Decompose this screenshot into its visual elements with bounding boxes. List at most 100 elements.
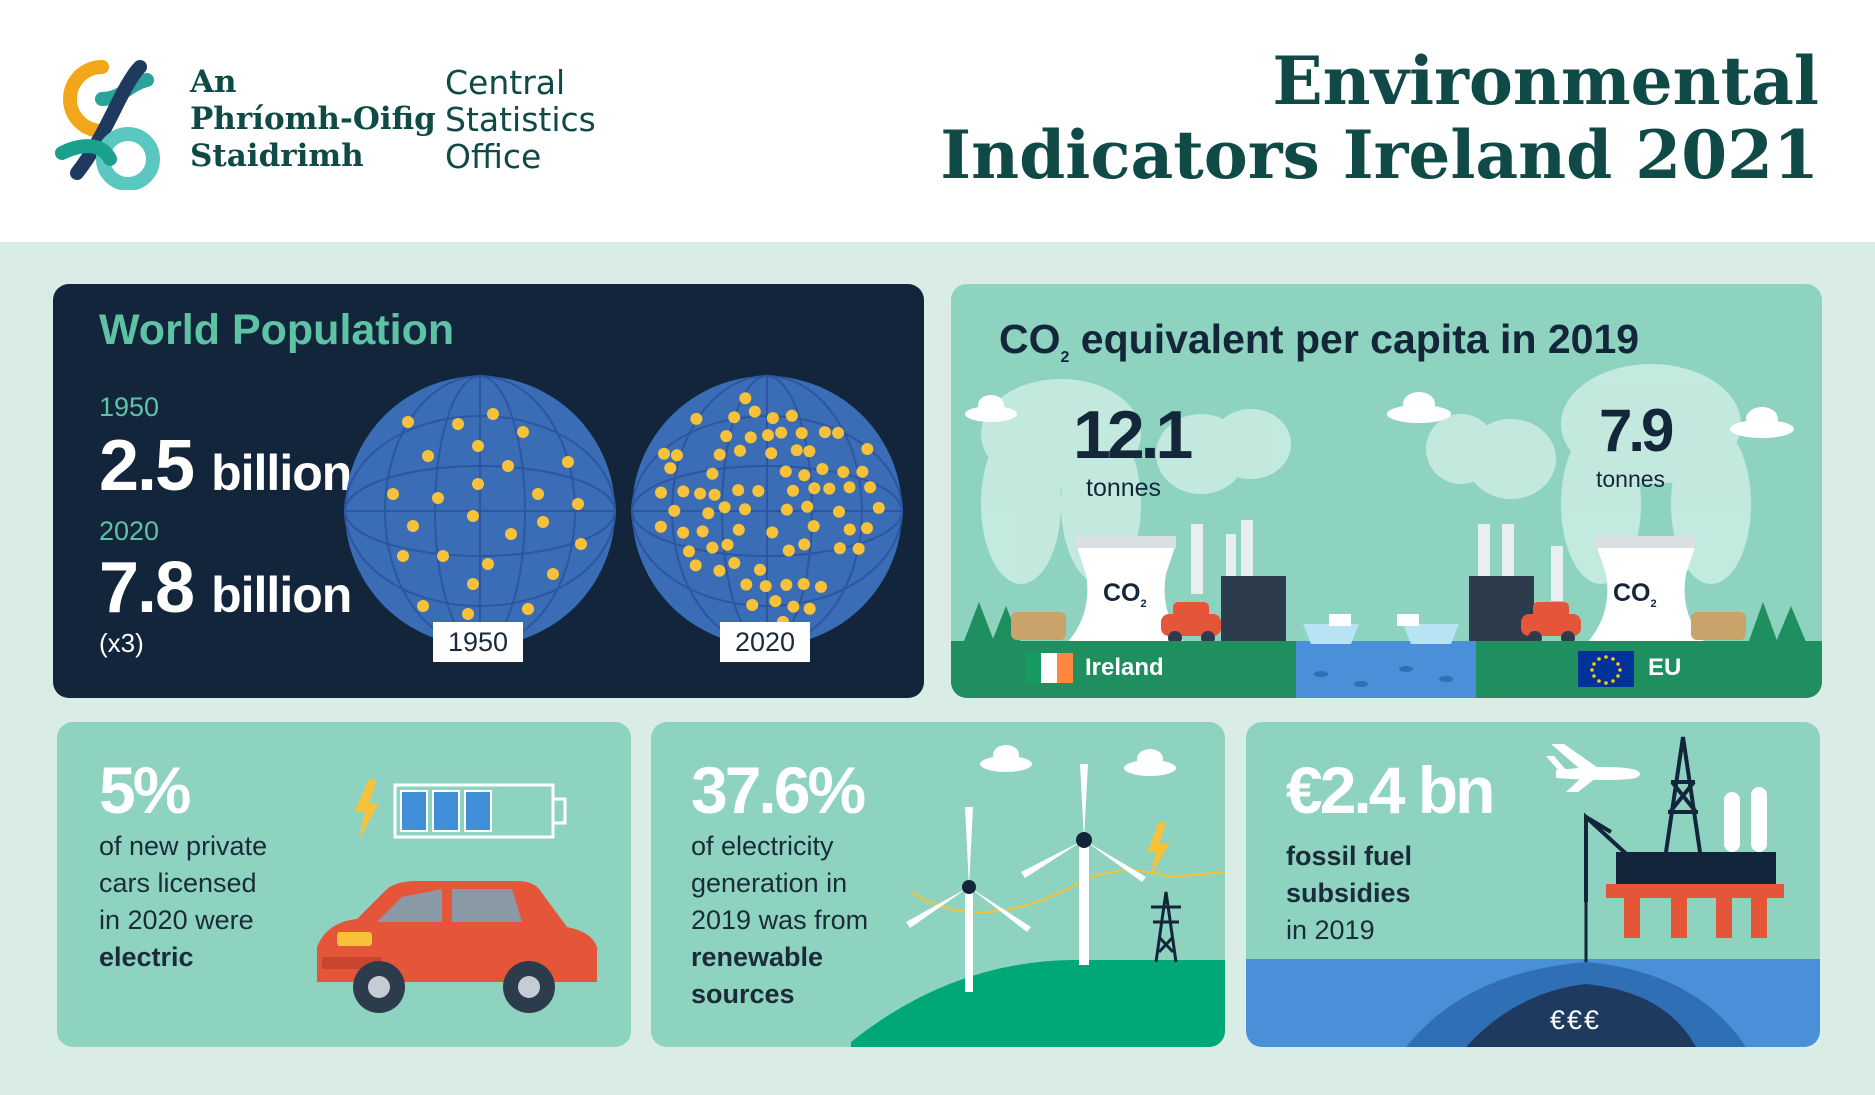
population-dot xyxy=(803,602,816,615)
population-dot xyxy=(775,426,788,439)
population-dot xyxy=(807,520,820,533)
ireland-tower-co2-label: CO2 xyxy=(1103,579,1147,610)
renewable-text-bold-1: renewable xyxy=(691,942,824,972)
world-population-panel: World Population 1950 2.5 billion 2020 7… xyxy=(53,284,924,698)
year-1950-label: 1950 xyxy=(99,392,160,422)
money-symbols: €€€ xyxy=(1550,1005,1602,1035)
fossil-panel: €2.4 bn fossil fuel subsidies in 2019 €€… xyxy=(1246,722,1820,1047)
world-population-title: World Population xyxy=(99,306,455,354)
population-dot xyxy=(677,485,690,498)
population-dot xyxy=(769,595,782,608)
population-dot xyxy=(795,427,808,440)
population-2020-unit: billion xyxy=(211,567,352,623)
population-dot xyxy=(843,481,856,494)
population-dot xyxy=(658,447,670,460)
population-dot xyxy=(808,482,821,495)
population-dot xyxy=(762,429,774,442)
population-dot xyxy=(766,412,779,425)
population-dot xyxy=(744,431,757,444)
car-right xyxy=(1521,602,1581,645)
globe-2020-icon xyxy=(631,375,903,647)
population-dot xyxy=(816,463,829,475)
pylon-icon xyxy=(1151,891,1181,963)
population-dot xyxy=(728,411,741,424)
globe-1950-label: 1950 xyxy=(433,622,523,662)
logo-irish-line-2: Phríomh-Oifig xyxy=(190,101,436,137)
eu-co2-unit: tonnes xyxy=(1596,466,1666,492)
co2-panel: CO2 equivalent per capita in 2019 12.1 t… xyxy=(951,284,1822,698)
renewable-text-line-1: of electricity xyxy=(691,831,834,861)
logo-english-line-2: Statistics xyxy=(445,100,596,139)
renewable-lightning-icon xyxy=(1147,822,1169,877)
population-dot xyxy=(702,507,715,520)
logo-irish-line-3: Staidrimh xyxy=(190,138,364,174)
fossil-subsidy-value: €2.4 bn xyxy=(1286,753,1495,827)
population-dot xyxy=(706,467,719,480)
header: An Phríomh-Oifig Staidrimh Central Stati… xyxy=(0,0,1875,242)
population-dot xyxy=(713,564,726,577)
population-dot xyxy=(766,526,779,539)
population-dot xyxy=(818,426,831,439)
population-dot xyxy=(837,466,850,478)
population-dot xyxy=(779,465,792,478)
logo-irish-line-1: An xyxy=(190,64,237,100)
population-dot xyxy=(832,426,845,439)
ev-panel: 5% of new private cars licensed in 2020 … xyxy=(57,722,631,1047)
fossil-description: fossil fuel subsidies in 2019 xyxy=(1286,838,1412,949)
ireland-label: Ireland xyxy=(1085,654,1164,681)
population-dot xyxy=(787,600,800,613)
globe-2020-label: 2020 xyxy=(720,622,810,662)
population-dot xyxy=(785,409,798,422)
population-1950-number: 2.5 xyxy=(99,426,195,506)
page-title-line-2: Indicators Ireland 2021 xyxy=(940,116,1819,194)
electric-car-icon xyxy=(317,881,597,1013)
year-2020-label: 2020 xyxy=(99,516,160,546)
population-dot xyxy=(721,538,734,551)
population-dot xyxy=(797,578,810,590)
population-2020-number: 7.8 xyxy=(99,548,195,628)
renewable-description: of electricity generation in 2019 was fr… xyxy=(691,828,868,1013)
population-dot xyxy=(654,520,667,533)
eu-tower-co2-prefix: CO xyxy=(1613,579,1651,607)
population-dot xyxy=(787,484,799,497)
population-dot xyxy=(833,505,845,518)
battery-icon xyxy=(355,779,567,839)
ireland-tower-co2-prefix: CO xyxy=(1103,579,1141,607)
co2-title-subscript: 2 xyxy=(1060,349,1070,367)
co2-title: CO2 equivalent per capita in 2019 xyxy=(999,316,1639,367)
eu-flag-icon xyxy=(1578,651,1634,687)
fossil-text-bold-1: fossil fuel xyxy=(1286,841,1413,871)
population-dot xyxy=(861,443,874,455)
ev-text-line-1: of new private xyxy=(99,831,268,861)
eu-co2-value: 7.9 xyxy=(1599,397,1674,464)
co2-scene-illustration xyxy=(951,364,1822,698)
logo-irish-text: An Phríomh-Oifig Staidrimh xyxy=(190,64,436,175)
eu-tower-co2-subscript: 2 xyxy=(1650,598,1657,610)
population-dot xyxy=(833,542,846,555)
population-dot xyxy=(718,501,731,514)
population-dot xyxy=(720,430,733,443)
population-dot xyxy=(708,488,721,501)
cso-logo-icon xyxy=(55,60,160,190)
population-dot xyxy=(739,503,751,516)
renewable-text-line-2: generation in xyxy=(691,868,848,898)
population-dot xyxy=(655,486,667,499)
population-dot xyxy=(694,487,707,500)
logo-english-text: Central Statistics Office xyxy=(445,64,596,175)
logo-english-line-3: Office xyxy=(445,137,542,176)
population-dot xyxy=(798,538,811,551)
renewable-text-line-3: 2019 was from xyxy=(691,905,869,935)
eu-tower-co2-label: CO2 xyxy=(1613,579,1657,610)
ireland-flag-icon xyxy=(1025,653,1073,683)
population-dot xyxy=(782,544,795,557)
population-dot xyxy=(664,462,677,475)
population-dot xyxy=(746,599,759,611)
ev-percent: 5% xyxy=(99,753,191,827)
ev-text-bold: electric xyxy=(99,942,194,972)
population-dot xyxy=(739,392,752,405)
population-dot xyxy=(677,526,690,539)
population-dot xyxy=(706,541,719,554)
airplane-icon xyxy=(1546,744,1640,792)
population-dot xyxy=(713,448,726,461)
population-dot xyxy=(801,500,814,513)
